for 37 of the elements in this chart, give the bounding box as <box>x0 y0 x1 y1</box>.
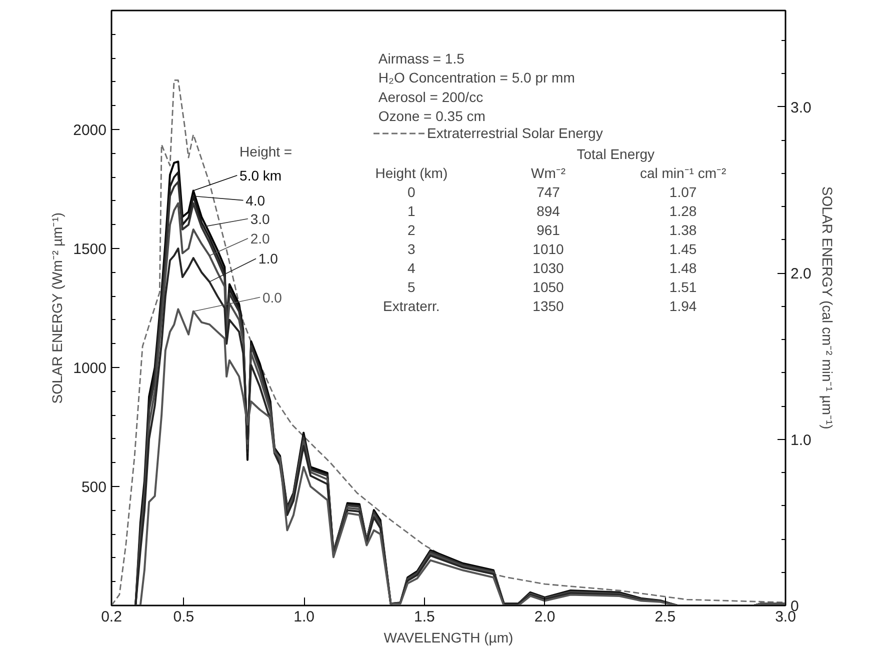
annotation: H₂O Concentration = 5.0 pr mm <box>378 70 575 86</box>
legend-label: Extraterrestrial Solar Energy <box>427 125 603 141</box>
x-tick-label: 1.0 <box>294 608 315 626</box>
annotation: Total Energy <box>576 146 655 162</box>
annotation: Ozone = 0.35 cm <box>378 108 486 124</box>
legend-label: 4.0 <box>246 192 266 208</box>
legend-label: 0.0 <box>262 289 282 306</box>
y2-axis-title: SOLAR ENERGY (cal cm⁻² min⁻¹ µm⁻¹) <box>819 186 836 430</box>
text: 4 1030 1.48 <box>408 260 697 276</box>
legend-label: 2.0 <box>250 230 270 246</box>
legend-label: 5.0 km <box>240 167 282 184</box>
text: Extraterr. 1350 1.94 <box>383 298 697 314</box>
x-tick-label: 2.5 <box>654 608 676 626</box>
x-tick-label: 1.5 <box>414 608 435 626</box>
x-tick-label: 0.5 <box>173 608 194 626</box>
annotation: Aerosol = 200/cc <box>378 88 484 105</box>
text: 1.0 <box>258 250 278 267</box>
y2-tick-label: 3.0 <box>790 99 812 116</box>
y-tick-label: 1500 <box>73 241 107 258</box>
annotation: Airmass = 1.5 <box>378 50 465 67</box>
x-axis-title: WAVELENGTH (µm) <box>384 630 514 646</box>
y-tick-label: 500 <box>81 479 107 496</box>
x-tick-label: 2.0 <box>534 608 556 626</box>
legend-label: 3.0 <box>250 210 270 227</box>
legend-title: Height = <box>240 144 292 160</box>
text: 5 1050 1.51 <box>408 279 697 296</box>
text: 1 894 1.28 <box>408 203 697 220</box>
y2-tick-label: 1.0 <box>790 432 812 449</box>
y-tick-label: 2000 <box>73 122 107 139</box>
text: 0 747 1.07 <box>408 184 697 200</box>
text: Height (km) Wm⁻² cal min⁻¹ cm⁻² <box>375 164 726 181</box>
y-axis-title: SOLAR ENERGY (Wm⁻² µm⁻¹) <box>49 212 66 404</box>
text: 2 961 1.38 <box>408 222 697 238</box>
y2-tick-label: 2.0 <box>790 266 812 283</box>
x-tick-label: 0.2 <box>101 608 122 626</box>
text: 3 1010 1.45 <box>408 241 697 258</box>
y-tick-label: 1000 <box>73 360 107 377</box>
